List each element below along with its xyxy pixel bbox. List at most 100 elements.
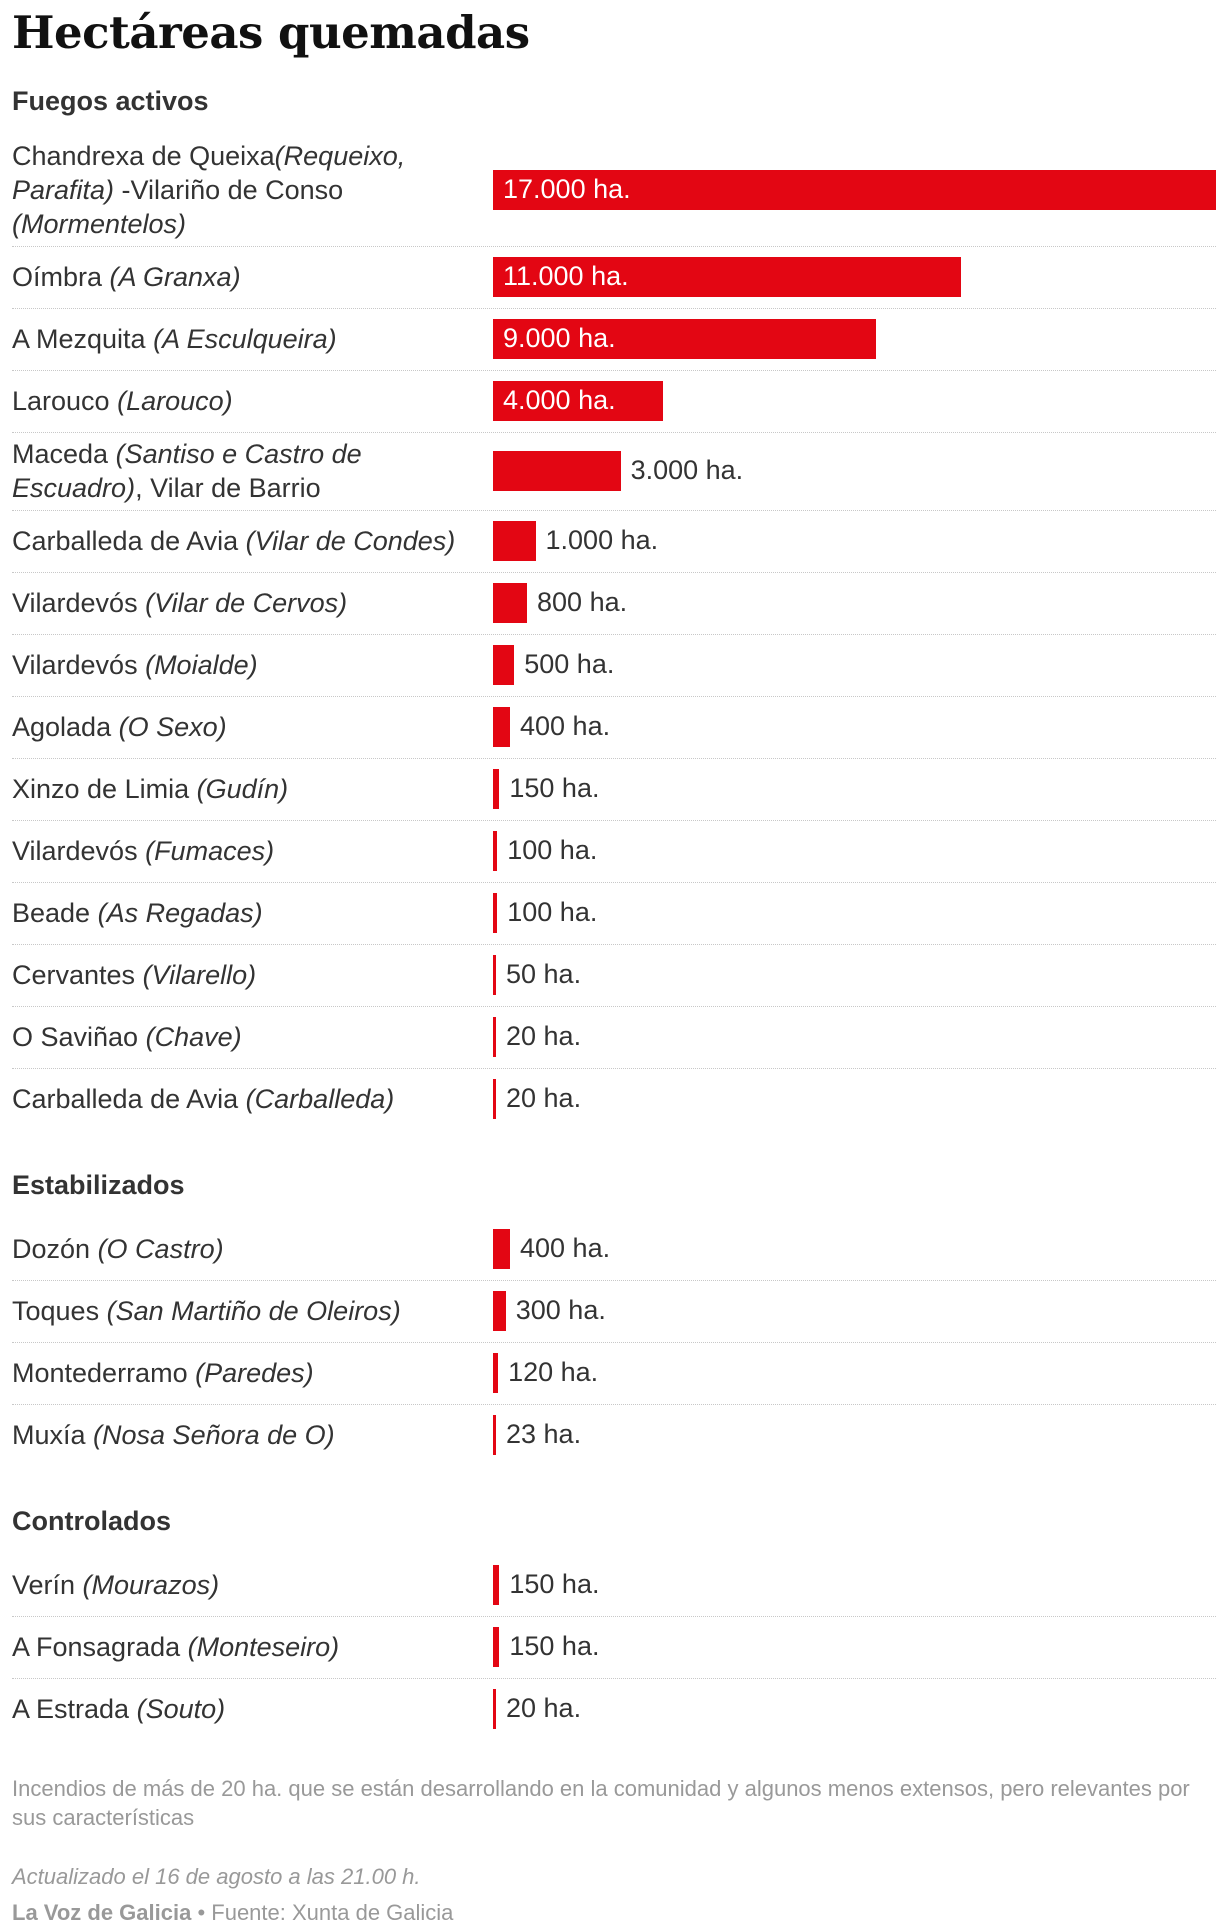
parish-name: (Vilarello) — [142, 960, 257, 990]
municipality-name: A Fonsagrada — [12, 1632, 188, 1662]
bar — [493, 521, 536, 561]
municipality-name: Xinzo de Limia — [12, 774, 197, 804]
value-label: 800 ha. — [537, 587, 628, 617]
municipality-name: A Estrada — [12, 1694, 137, 1724]
parish-name: (San Martiño de Oleiros) — [106, 1296, 401, 1326]
municipality-name: Carballeda de Avia — [12, 526, 246, 556]
parish-name: (Fumaces) — [145, 836, 275, 866]
value-label: 500 ha. — [524, 649, 615, 679]
value-label: 100 ha. — [507, 897, 598, 927]
bar — [493, 831, 498, 871]
municipality-name: O Saviñao — [12, 1022, 146, 1052]
fire-location-label: Muxía (Nosa Señora de O) — [12, 1418, 492, 1452]
bar — [493, 583, 528, 623]
municipality-name: Vilardevós — [12, 836, 146, 866]
bar — [493, 381, 664, 421]
bar-row: A Mezquita (A Esculqueira) 9.000 ha. — [12, 308, 1216, 371]
value-label: 400 ha. — [520, 711, 611, 741]
municipality-name: Larouco — [12, 386, 118, 416]
bar — [493, 319, 876, 359]
municipality-name: Cervantes — [12, 960, 143, 990]
parish-name: (O Castro) — [97, 1234, 224, 1264]
value-label: 20 ha. — [506, 1693, 582, 1723]
value-label: 9.000 ha. — [503, 323, 616, 353]
municipality-name: Montederramo — [12, 1358, 196, 1388]
fire-location-label: Verín (Mourazos) — [12, 1568, 492, 1602]
group-title: Controlados — [12, 1506, 171, 1536]
parish-name: (Monteseiro) — [187, 1632, 340, 1662]
parish-name: (A Esculqueira) — [153, 324, 337, 354]
value-label: 150 ha. — [509, 1569, 600, 1599]
fire-location-label: Larouco (Larouco) — [12, 384, 492, 418]
source-text: Fuente: Xunta de Galicia — [211, 1900, 454, 1925]
value-label: 20 ha. — [506, 1083, 582, 1113]
fire-location-label: Oímbra (A Granxa) — [12, 260, 492, 294]
fire-location-label: Chandrexa de Queixa(Requeixo, Parafita) … — [12, 139, 492, 241]
municipality-name: Muxía — [12, 1420, 94, 1450]
parish-name: (Vilar de Cervos) — [145, 588, 348, 618]
bar — [493, 1565, 500, 1605]
parish-name: (Carballeda) — [245, 1084, 395, 1114]
parish-name: (Gudín) — [196, 774, 289, 804]
bar-row: A Fonsagrada (Monteseiro) 150 ha. — [12, 1616, 1216, 1679]
value-label: 4.000 ha. — [503, 385, 616, 415]
bar-row: Vilardevós (Vilar de Cervos) 800 ha. — [12, 572, 1216, 635]
bar-row: Xinzo de Limia (Gudín) 150 ha. — [12, 758, 1216, 821]
municipality-name: Agolada — [12, 712, 119, 742]
value-label: 400 ha. — [520, 1233, 611, 1263]
fire-location-label: Dozón (O Castro) — [12, 1232, 492, 1266]
bar-row: Maceda (Santiso e Castro de Escuadro), V… — [12, 432, 1216, 511]
bar-row: Carballeda de Avia (Vilar de Condes) 1.00… — [12, 510, 1216, 573]
bar — [493, 1291, 506, 1331]
bar-row: Beade (As Regadas) 100 ha. — [12, 882, 1216, 945]
parish-name: (Mourazos) — [82, 1570, 220, 1600]
group-title: Estabilizados — [12, 1170, 185, 1200]
value-label: 23 ha. — [506, 1419, 582, 1449]
value-label: 150 ha. — [509, 1631, 600, 1661]
bar-row: Vilardevós (Fumaces) 100 ha. — [12, 820, 1216, 883]
parish-name: (A Granxa) — [109, 262, 241, 292]
bar-row: Toques (San Martiño de Oleiros) 300 ha. — [12, 1280, 1216, 1343]
municipality-name: Dozón — [12, 1234, 98, 1264]
fire-location-label: Carballeda de Avia (Vilar de Condes) — [12, 524, 492, 558]
parish-name: (Santiso e Castro de Escuadro) — [12, 439, 362, 503]
parish-name: (Moialde) — [145, 650, 258, 680]
fire-location-label: Beade (As Regadas) — [12, 896, 492, 930]
value-label: 11.000 ha. — [503, 261, 629, 291]
value-label: 100 ha. — [507, 835, 598, 865]
credit-separator: • — [191, 1900, 212, 1925]
parish-name: (O Sexo) — [118, 712, 227, 742]
municipality-name: -Vilariño de Conso — [114, 175, 344, 205]
bar-row: Agolada (O Sexo) 400 ha. — [12, 696, 1216, 759]
value-label: 17.000 ha. — [503, 174, 631, 204]
parish-name: (Mormentelos) — [12, 209, 187, 239]
municipality-name: Verín — [12, 1570, 83, 1600]
municipality-name: Oímbra — [12, 262, 110, 292]
fire-location-label: Cervantes (Vilarello) — [12, 958, 492, 992]
bar-row: Vilardevós (Moialde) 500 ha. — [12, 634, 1216, 697]
bar — [493, 451, 621, 491]
bar — [493, 955, 496, 995]
bar-row: Larouco (Larouco) 4.000 ha. — [12, 370, 1216, 433]
bar — [493, 170, 1216, 210]
bar — [493, 1627, 500, 1667]
parish-name: (Vilar de Condes) — [245, 526, 456, 556]
bar — [493, 769, 500, 809]
bar — [493, 257, 961, 297]
bar-row: Oímbra (A Granxa) 11.000 ha. — [12, 246, 1216, 309]
parish-name: (Souto) — [136, 1694, 226, 1724]
municipality-name: Vilardevós — [12, 588, 146, 618]
bar-row: Carballeda de Avia (Carballeda) 20 ha. — [12, 1068, 1216, 1130]
bar-row: Chandrexa de Queixa(Requeixo, Parafita) … — [12, 134, 1216, 247]
fire-location-label: Vilardevós (Moialde) — [12, 648, 492, 682]
fire-location-label: Montederramo (Paredes) — [12, 1356, 492, 1390]
value-label: 120 ha. — [508, 1357, 599, 1387]
footnote: Incendios de más de 20 ha. que se están … — [12, 1776, 1190, 1830]
credit-line: La Voz de Galicia • Fuente: Xunta de Gal… — [12, 1900, 453, 1926]
bar-row: O Saviñao (Chave) 20 ha. — [12, 1006, 1216, 1069]
bar-row: Montederramo (Paredes) 120 ha. — [12, 1342, 1216, 1405]
fire-location-label: A Mezquita (A Esculqueira) — [12, 322, 492, 356]
fire-location-label: Toques (San Martiño de Oleiros) — [12, 1294, 492, 1328]
value-label: 1.000 ha. — [545, 525, 659, 555]
municipality-name: , Vilar de Barrio — [135, 473, 321, 503]
